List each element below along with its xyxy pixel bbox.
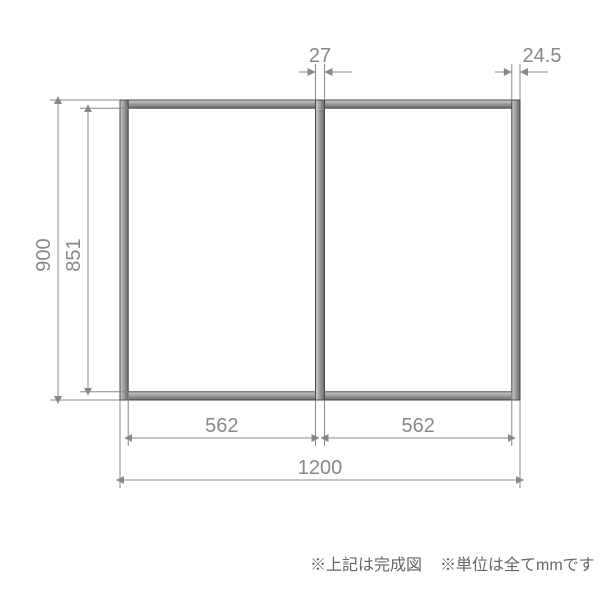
dim-height-outer: 900 <box>33 238 55 271</box>
dim-center-thickness: 27 <box>309 45 331 67</box>
footer-note-1: ※上記は完成図 <box>310 556 422 574</box>
dim-side-thickness: 24.5 <box>523 45 562 67</box>
dim-height-inner: 851 <box>63 238 85 271</box>
dim-top: 27 24.5 <box>299 45 561 100</box>
footer-note-2: ※単位は全てmmです <box>440 556 595 574</box>
dim-bottom: 562 562 1200 <box>120 392 520 488</box>
footer: ※上記は完成図 ※単位は全てmmです <box>310 556 595 574</box>
dim-left: 900 851 <box>33 100 128 400</box>
dim-width-total: 1200 <box>298 457 343 479</box>
dim-opening-left: 562 <box>205 415 238 437</box>
dimension-drawing: 27 24.5 900 851 562 562 <box>0 0 600 600</box>
dim-opening-right: 562 <box>402 415 435 437</box>
frame <box>120 100 520 400</box>
